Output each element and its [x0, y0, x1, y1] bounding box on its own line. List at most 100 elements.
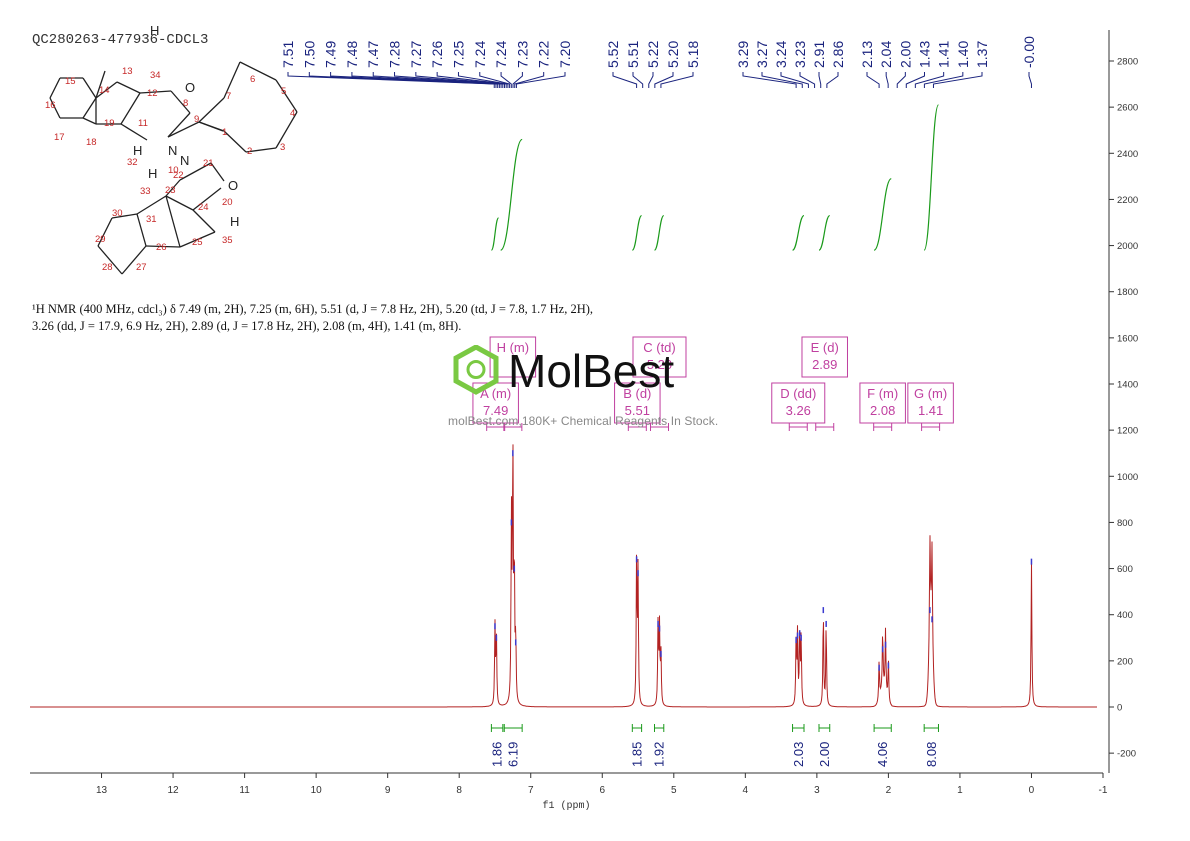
atom-number: 3 [280, 142, 285, 153]
molecule-bond [145, 245, 181, 248]
peak-label-connector [742, 72, 797, 88]
atom-number: 5 [281, 86, 286, 97]
peak-label-connector [436, 72, 507, 88]
integral-curve [490, 217, 500, 251]
molecule-bond [95, 70, 106, 99]
atom-number: 13 [122, 66, 133, 77]
molecule-bond [210, 162, 225, 182]
peak-label-connector [896, 72, 906, 88]
peak-label-connector [612, 72, 638, 88]
integral-value: 4.06 [875, 742, 890, 767]
multiplet-type: E (d) [811, 340, 839, 355]
watermark-brand: MolBest [508, 345, 674, 395]
atom-number: 25 [192, 237, 203, 248]
molecule-bond [179, 162, 212, 181]
peak-label: 5.51 [625, 41, 641, 68]
multiplet-value: 3.26 [786, 403, 811, 418]
y-tick-label: 400 [1117, 610, 1133, 621]
atom-number: 27 [136, 262, 147, 273]
integral-curve [653, 214, 665, 251]
y-tick-label: 1600 [1117, 333, 1138, 344]
multiplet-value: 5.51 [625, 403, 650, 418]
peak-label: 7.24 [472, 41, 488, 68]
molecule-element-label: O [228, 178, 238, 193]
molecule-bond [170, 90, 191, 114]
peak-label-connector [394, 72, 504, 88]
peak-label: 3.23 [792, 41, 808, 68]
integral-curve [500, 138, 523, 251]
peak-label-connector [632, 72, 644, 88]
x-tick-label: 0 [1029, 785, 1035, 796]
peak-label-connector [818, 72, 822, 88]
integral-value: 2.03 [791, 742, 806, 767]
y-tick-label: -200 [1117, 749, 1136, 760]
multiplet-value: 2.08 [870, 403, 895, 418]
atom-number: 19 [104, 118, 115, 129]
molecule-bond [139, 90, 172, 94]
peak-label: 2.86 [830, 41, 846, 68]
peak-label: 7.22 [536, 41, 552, 68]
nmr-summary-text: ¹H NMR (400 MHz, cdcl₃) δ 7.49 (m, 2H), … [32, 302, 594, 333]
atom-number: 32 [127, 157, 138, 168]
multiplet-type: H (m) [497, 340, 530, 355]
x-tick-label: 11 [239, 785, 250, 796]
peak-label: 7.51 [280, 41, 296, 68]
x-tick-label: 1 [957, 785, 963, 796]
y-tick-label: 1200 [1117, 426, 1138, 437]
peak-label: 3.27 [754, 41, 770, 68]
peak-label: 2.00 [897, 41, 913, 68]
molecule-bond [179, 231, 216, 248]
integral-value: 1.92 [652, 742, 667, 767]
integral-value: 6.19 [506, 742, 521, 767]
multiplet-value: 5.20 [647, 357, 672, 372]
atom-number: 24 [198, 202, 209, 213]
atom-number: 8 [183, 98, 188, 109]
peak-label-connector [780, 72, 809, 88]
x-tick-label: 4 [743, 785, 749, 796]
peak-label: 2.91 [811, 41, 827, 68]
multiplet-box [801, 336, 848, 378]
molecule-bond [223, 61, 241, 99]
molecule-bond [116, 81, 141, 94]
atom-number: 16 [45, 100, 56, 111]
molecule-bond [82, 77, 97, 99]
peak-label: 2.04 [878, 41, 894, 68]
watermark-tagline: molBest.com,180K+ Chemical Reagents In S… [448, 414, 719, 428]
peak-label: 1.41 [936, 41, 952, 68]
atom-number: 28 [102, 262, 113, 273]
peak-label: 5.52 [605, 41, 621, 68]
peak-label: 3.29 [735, 41, 751, 68]
peak-label: 5.18 [685, 41, 701, 68]
molecule-bond [111, 213, 138, 219]
atom-number: 34 [150, 70, 161, 81]
atom-number: 31 [146, 214, 157, 225]
molecule-bond [165, 195, 194, 211]
molecule-bond [120, 123, 148, 141]
molecule-bond [82, 117, 97, 125]
atom-number: 22 [173, 170, 184, 181]
molecule-bond [275, 79, 298, 113]
peak-label: 7.47 [365, 41, 381, 68]
molecule-bond [245, 147, 277, 153]
peak-label-connector [914, 72, 945, 88]
multiplet-value: 2.89 [812, 357, 837, 372]
peak-label: 7.28 [387, 41, 403, 68]
y-tick-label: 2400 [1117, 149, 1138, 160]
peak-label-connector [866, 72, 880, 88]
molecule-element-label: N [168, 143, 177, 158]
molecule-element-label: H [133, 143, 142, 158]
atom-number: 7 [226, 91, 231, 102]
peak-label-connector [654, 72, 674, 88]
integral-curve [923, 104, 940, 251]
molecule-bond [95, 81, 118, 99]
y-tick-label: 1000 [1117, 472, 1138, 483]
molecule-bond [239, 61, 277, 81]
molecule-bond [198, 97, 225, 123]
x-tick-label: 13 [96, 785, 108, 796]
peak-label-connector [923, 72, 964, 88]
x-tick-label: 6 [599, 785, 605, 796]
multiplet-type: D (dd) [780, 386, 816, 401]
multiplet-box [632, 336, 687, 378]
y-tick-label: 1400 [1117, 380, 1138, 391]
peak-label-connector [500, 72, 512, 88]
